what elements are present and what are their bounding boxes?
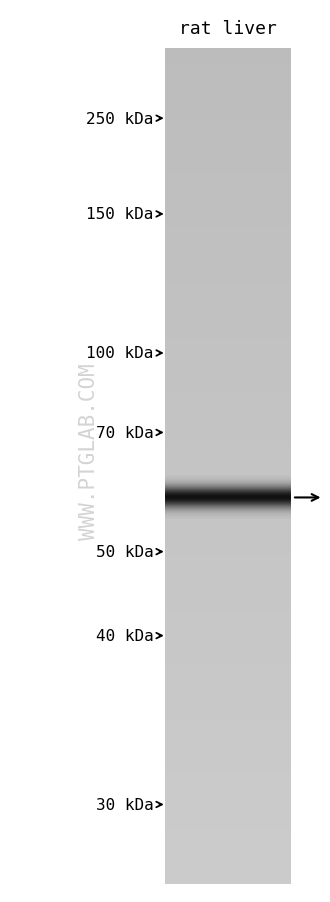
- Text: rat liver: rat liver: [179, 20, 277, 38]
- Text: 150 kDa: 150 kDa: [86, 207, 153, 222]
- Text: WWW.PTGLAB.COM: WWW.PTGLAB.COM: [79, 363, 99, 539]
- Text: 50 kDa: 50 kDa: [96, 545, 153, 559]
- Text: 100 kDa: 100 kDa: [86, 346, 153, 361]
- Text: 250 kDa: 250 kDa: [86, 112, 153, 126]
- Text: 30 kDa: 30 kDa: [96, 797, 153, 812]
- Text: 70 kDa: 70 kDa: [96, 426, 153, 440]
- Text: 40 kDa: 40 kDa: [96, 629, 153, 643]
